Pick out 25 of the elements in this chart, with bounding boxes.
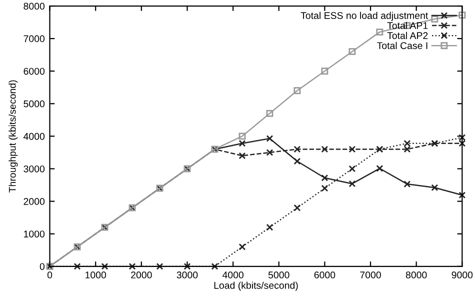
- x-tick-label: 2000: [131, 272, 152, 278]
- x-tick-label: 3000: [176, 272, 198, 278]
- y-tick-label: 8000: [24, 2, 45, 10]
- x-tick-label: 1000: [86, 272, 106, 278]
- legend-label: Total AP2: [387, 32, 428, 40]
- y-tick-label: 2000: [24, 198, 45, 205]
- y-tick-label: 5000: [24, 100, 45, 108]
- legend-label: Total ESS no load adjustment: [300, 12, 428, 21]
- x-tick-label: 7000: [360, 272, 381, 278]
- y-tick-label: 3000: [24, 165, 45, 172]
- x-tick-label: 8000: [406, 272, 427, 278]
- legend-label: Total Case I: [377, 42, 428, 50]
- x-tick-label: 0: [47, 272, 52, 278]
- y-tick-label: 1000: [24, 230, 45, 238]
- x-tick-label: 5000: [268, 272, 290, 278]
- x-tick-label: 4000: [222, 272, 244, 278]
- legend-label: Total AP1: [387, 22, 428, 30]
- x-axis-title: Load (kbits/second): [214, 282, 298, 291]
- x-tick-label: 9000: [452, 272, 473, 278]
- y-axis-title: Throughput (kbits/second): [8, 80, 18, 192]
- y-tick-label: 7000: [24, 35, 45, 42]
- x-tick-label: 6000: [314, 272, 336, 278]
- y-tick-label: 6000: [24, 68, 45, 75]
- y-tick-label: 0: [40, 263, 45, 270]
- y-tick-label: 4000: [24, 132, 45, 140]
